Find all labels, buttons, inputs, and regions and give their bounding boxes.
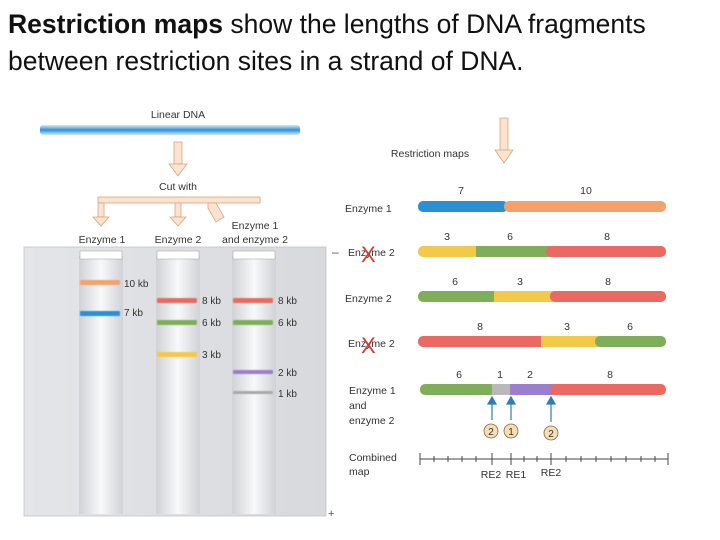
linear-dna-label: Linear DNA — [151, 109, 205, 121]
page-heading: Restriction maps show the lengths of DNA… — [8, 6, 714, 80]
map4-segment-green — [595, 336, 666, 347]
lane-label-both-line2: and enzyme 2 — [222, 234, 288, 246]
map5-num-1: 1 — [497, 369, 503, 381]
combined-label-line2: map — [349, 466, 370, 478]
map5-segment-purple — [510, 384, 554, 395]
map5-segment-green — [420, 384, 496, 395]
restriction-maps-label: Restriction maps — [391, 148, 469, 160]
site-circle-label-2: 1 — [508, 427, 514, 438]
combined-site-re1: RE1 — [506, 469, 527, 481]
map5-num-6: 6 — [456, 369, 462, 381]
band-label-lane3-6kb: 6 kb — [278, 318, 297, 329]
map3-label: Enzyme 2 — [345, 293, 392, 305]
cut-arrow-icon — [168, 141, 188, 177]
band-lane3-1kb — [233, 391, 273, 394]
cut-with-label: Cut with — [159, 181, 197, 193]
band-lane3-8kb — [233, 298, 273, 303]
map4-num-6: 6 — [627, 321, 633, 333]
combined-map-ruler — [419, 453, 669, 465]
site-circle-label-1: 2 — [488, 427, 494, 438]
map5-segment-red — [550, 384, 666, 395]
map4-segment-red — [418, 336, 546, 347]
lane-label-enzyme-1: Enzyme 1 — [79, 234, 126, 246]
gel-lane-3 — [232, 256, 276, 514]
map4-cross-mark: X — [361, 333, 376, 358]
gel-well-1 — [79, 250, 123, 260]
combined-site-re2-right: RE2 — [541, 467, 562, 479]
gel-lane-2 — [156, 256, 200, 514]
restriction-maps-arrow-icon — [494, 117, 514, 164]
map5-num-2: 2 — [527, 369, 533, 381]
map5-num-8: 8 — [607, 369, 613, 381]
map5-label-line2: and — [349, 400, 367, 412]
band-label-lane3-8kb: 8 kb — [278, 296, 297, 307]
map3-segment-green — [418, 291, 498, 302]
band-label-lane3-2kb: 2 kb — [278, 368, 297, 379]
map5-label-line3: enzyme 2 — [349, 415, 395, 427]
map4-num-3: 3 — [564, 321, 570, 333]
map2-segment-green — [476, 246, 550, 257]
band-label-lane1-10kb: 10 kb — [124, 279, 149, 290]
gel-minus-sign: – — [332, 245, 339, 259]
map2-segment-yellow — [418, 246, 480, 257]
map3-segment-red — [550, 291, 666, 302]
heading-rest: show the lengths of DNA fragments betwee… — [8, 9, 646, 76]
map4-num-8: 8 — [477, 321, 483, 333]
band-lane1-10kb — [80, 280, 120, 285]
map1-segment-blue — [418, 201, 508, 212]
band-lane3-6kb — [233, 320, 273, 325]
map2-num-6: 6 — [507, 231, 513, 243]
site-circle-label-3: 2 — [548, 429, 554, 440]
band-label-lane3-1kb: 1 kb — [278, 389, 297, 400]
gel-well-3 — [232, 250, 276, 260]
site-circle-icon — [483, 423, 559, 441]
band-label-lane2-6kb: 6 kb — [202, 318, 221, 329]
map3-num-6: 6 — [452, 276, 458, 288]
band-label-lane2-8kb: 8 kb — [202, 296, 221, 307]
band-lane3-2kb — [233, 370, 273, 374]
map1-num-7: 7 — [458, 185, 464, 197]
map3-num-3: 3 — [517, 276, 523, 288]
map4-segment-yellow — [541, 336, 599, 347]
heading-bold: Restriction maps — [8, 9, 224, 39]
band-label-lane1-7kb: 7 kb — [124, 308, 143, 319]
map2-num-8: 8 — [604, 231, 610, 243]
map5-segment-gray — [492, 384, 512, 395]
lane-label-both-line1: Enzyme 1 — [232, 220, 279, 232]
map3-num-8: 8 — [605, 276, 611, 288]
band-lane1-7kb — [80, 311, 120, 316]
combined-site-re2-left: RE2 — [481, 469, 502, 481]
linear-dna-strand — [40, 125, 300, 135]
map1-segment-orange — [504, 201, 666, 212]
map1-num-10: 10 — [580, 185, 592, 197]
gel-well-2 — [156, 250, 200, 260]
band-lane2-6kb — [157, 320, 197, 325]
lane-label-enzyme-2: Enzyme 2 — [155, 234, 202, 246]
map2-label: Enzyme 2 — [348, 247, 395, 259]
combined-label-line1: Combined — [349, 452, 397, 464]
branch-arrows-icon — [92, 196, 261, 227]
site-arrow-icon — [486, 395, 557, 422]
gel-lane-1 — [79, 256, 123, 514]
map4-label: Enzyme 2 — [348, 338, 395, 350]
band-lane2-3kb — [157, 352, 197, 357]
map2-segment-red — [546, 246, 666, 257]
map5-label-line1: Enzyme 1 — [349, 385, 396, 397]
map1-label: Enzyme 1 — [345, 203, 392, 215]
band-lane2-8kb — [157, 298, 197, 303]
map3-segment-yellow — [494, 291, 554, 302]
gel-plus-sign: + — [328, 508, 334, 520]
band-label-lane2-3kb: 3 kb — [202, 350, 221, 361]
map2-cross-mark: X — [361, 242, 376, 267]
map2-num-3: 3 — [444, 231, 450, 243]
